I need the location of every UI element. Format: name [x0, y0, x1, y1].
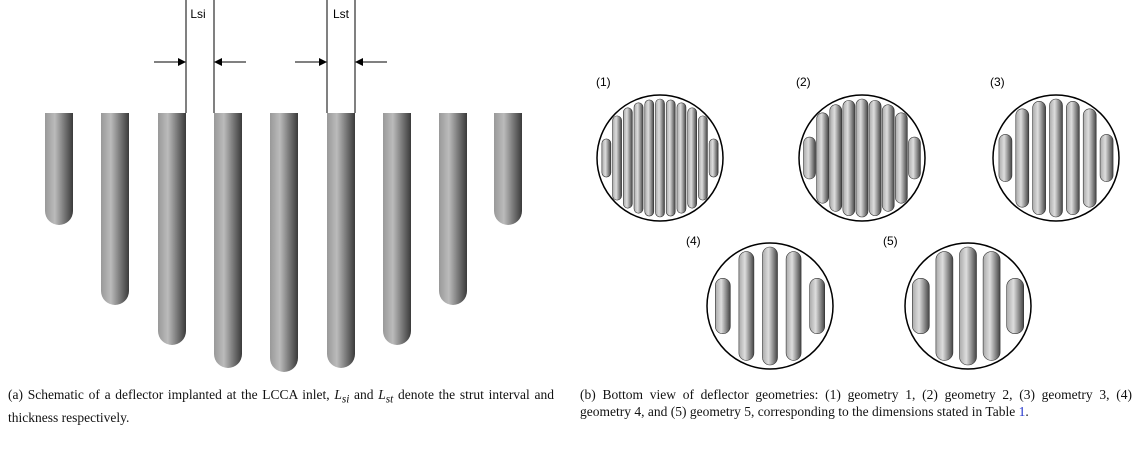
strut-view	[936, 252, 953, 361]
caption-text: Bottom view of deflector geometries: (1)…	[580, 387, 1132, 419]
page: (1) (2) (3) (4) (5) Lsi Lst (a) Schematic of…	[0, 0, 1136, 472]
strut-view	[1007, 278, 1024, 333]
strut-view	[830, 105, 842, 212]
arrow-head	[355, 58, 363, 66]
strut-view	[908, 137, 920, 179]
strut-view	[1050, 99, 1063, 217]
strut-view	[856, 99, 868, 217]
symbol: L	[334, 387, 342, 402]
deflector-schematic	[45, 0, 522, 372]
strut-view	[869, 100, 881, 215]
strut-view	[715, 278, 730, 333]
strut-view	[698, 116, 707, 200]
caption-b: (b) Bottom view of deflector geometries:…	[580, 386, 1132, 420]
strut-view	[1033, 101, 1046, 214]
strut-view	[1083, 109, 1096, 207]
panel-label: (2)	[796, 75, 811, 89]
strut-view	[623, 108, 632, 208]
strut-view	[1066, 101, 1079, 214]
arrow-head	[214, 58, 222, 66]
strut-view	[1100, 134, 1113, 181]
strut	[494, 113, 522, 225]
panel-label: (5)	[883, 234, 898, 248]
strut-view	[739, 252, 754, 361]
strut-view	[645, 100, 654, 216]
strut-view	[656, 99, 665, 217]
strut	[214, 113, 242, 368]
bottom-views: (1) (2) (3) (4) (5)	[596, 75, 1119, 369]
strut-view	[882, 105, 894, 212]
strut-view	[960, 247, 977, 365]
strut-view	[1016, 109, 1029, 207]
strut-view	[613, 116, 622, 200]
arrow-head	[178, 58, 186, 66]
strut-view	[983, 252, 1000, 361]
caption-text: Schematic of a deflector implanted at th…	[28, 387, 335, 402]
strut-view	[634, 103, 643, 213]
strut-view	[999, 134, 1012, 181]
strut	[45, 113, 73, 225]
strut-view	[677, 103, 686, 213]
caption-tag: (b)	[580, 387, 596, 402]
strut-view	[688, 108, 697, 208]
caption-a: (a) Schematic of a deflector implanted a…	[8, 386, 554, 426]
strut	[439, 113, 467, 305]
strut	[101, 113, 129, 305]
strut-view	[786, 252, 801, 361]
strut-view	[843, 100, 855, 215]
strut-view	[763, 247, 778, 365]
arrow-head	[319, 58, 327, 66]
caption-end: .	[1025, 404, 1028, 419]
strut-view	[666, 100, 675, 216]
strut	[270, 113, 298, 372]
figure: (1) (2) (3) (4) (5) Lsi Lst	[0, 0, 1136, 380]
strut-view	[810, 278, 825, 333]
panel-label: (1)	[596, 75, 611, 89]
strut-view	[709, 139, 718, 177]
strut-view	[804, 137, 816, 179]
caption-text: and	[349, 387, 378, 402]
strut	[327, 113, 355, 368]
symbol: L	[378, 387, 386, 402]
caption-tag: (a)	[8, 387, 23, 402]
panel-label: (3)	[990, 75, 1005, 89]
thickness-label: Lst	[333, 7, 350, 21]
strut-view	[602, 139, 611, 177]
strut-view	[912, 278, 929, 333]
strut	[158, 113, 186, 345]
strut-view	[895, 113, 907, 203]
interval-label: Lsi	[190, 7, 205, 21]
strut	[383, 113, 411, 345]
strut-view	[817, 113, 829, 203]
panel-label: (4)	[686, 234, 701, 248]
